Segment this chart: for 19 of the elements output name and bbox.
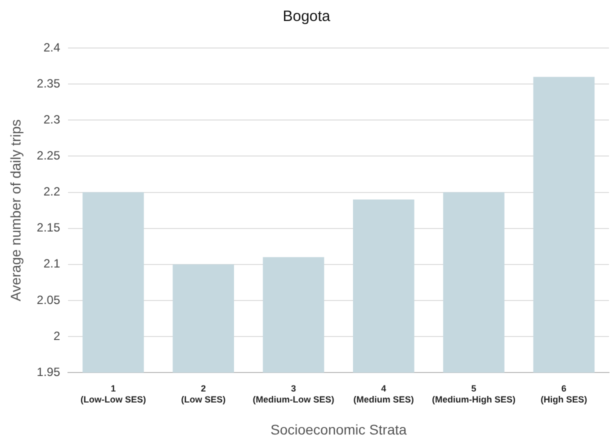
x-tick-label: 3 (Medium-Low SES) <box>252 383 334 404</box>
x-tick-label: 4 (Medium SES) <box>353 383 414 404</box>
x-tick-label: 6 (High SES) <box>540 383 588 404</box>
y-tick-label: 2.2 <box>43 184 60 199</box>
x-tick-label: 1 (Low-Low SES) <box>80 383 146 404</box>
y-tick-label: 2.4 <box>43 40 60 54</box>
y-tick-label: 2.25 <box>36 148 60 163</box>
x-axis-title: Socioeconomic Strata <box>270 421 407 438</box>
y-tick-label: 1.95 <box>36 364 60 379</box>
y-tick-label: 2.15 <box>36 220 60 235</box>
x-tick-label: 2 (Low SES) <box>181 383 226 404</box>
y-axis-title: Average number of daily trips <box>7 119 24 302</box>
chart-title: Bogota <box>282 8 331 26</box>
y-tick-label: 2.1 <box>43 256 60 271</box>
x-tick-label: 5 (Medium-High SES) <box>432 383 516 404</box>
y-tick-label: 2.35 <box>36 76 60 90</box>
y-tick-label: 2 <box>53 328 60 343</box>
y-tick-label: 2.3 <box>43 112 60 126</box>
y-tick-label: 2.05 <box>36 292 60 307</box>
